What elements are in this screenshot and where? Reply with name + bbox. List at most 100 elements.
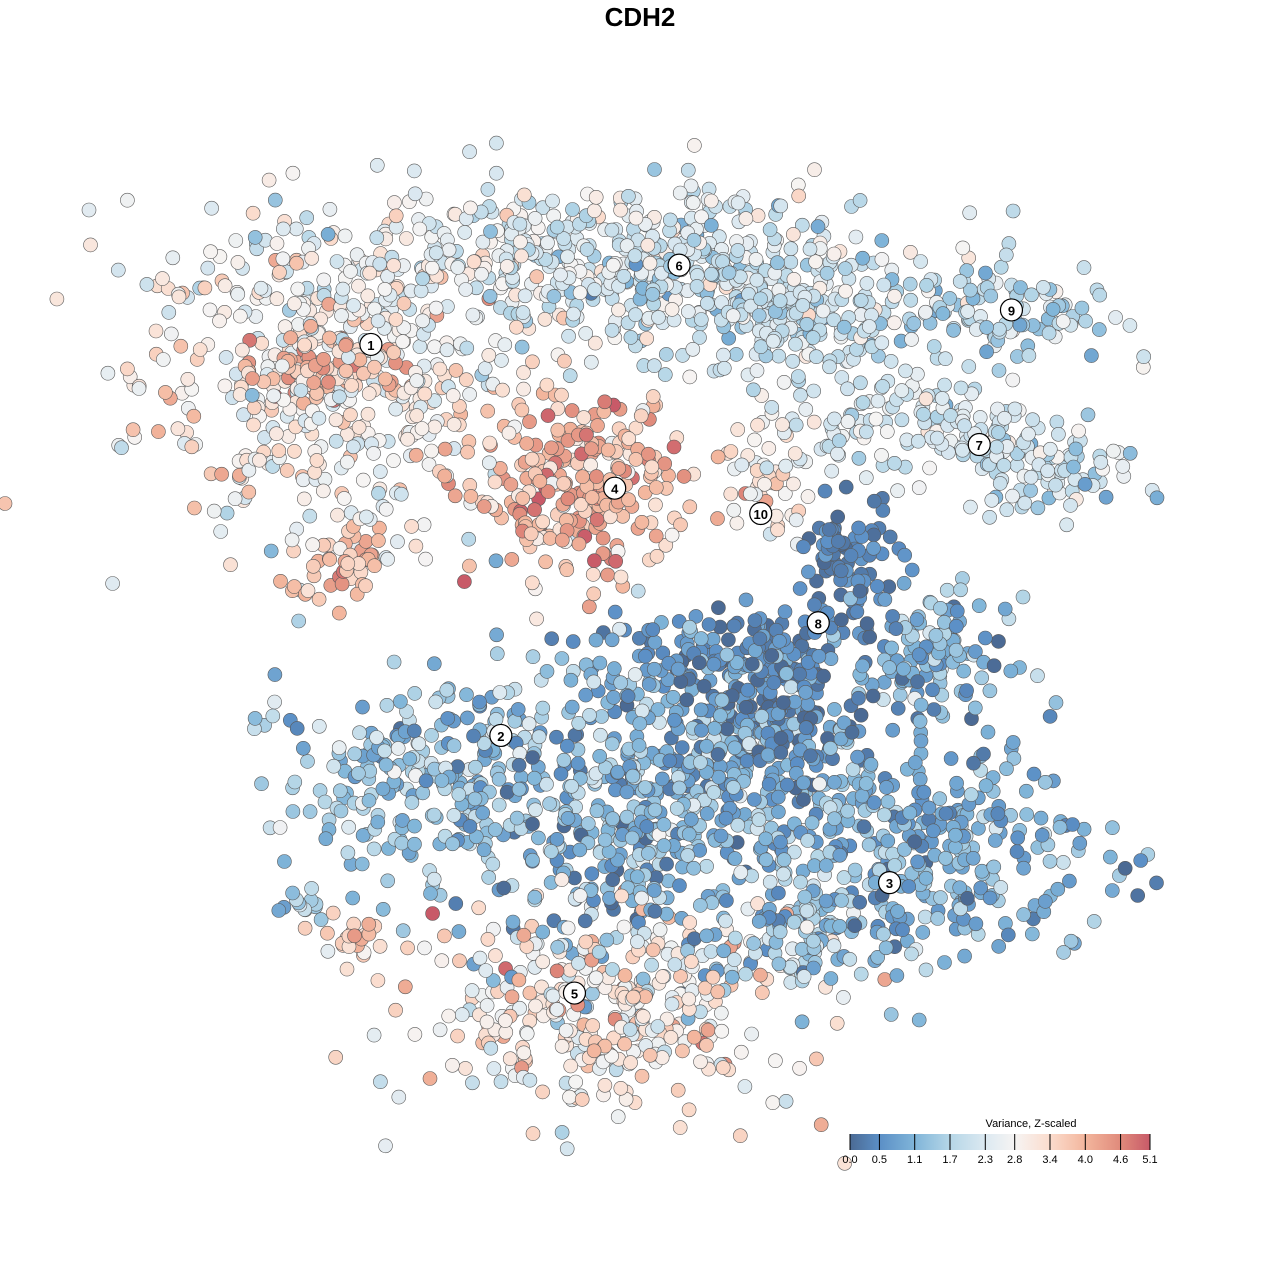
- data-point: [777, 486, 793, 501]
- data-point: [570, 756, 586, 771]
- data-point: [998, 247, 1014, 263]
- data-point: [851, 690, 866, 706]
- data-point: [723, 444, 739, 459]
- data-point: [793, 387, 808, 403]
- data-point: [407, 186, 423, 202]
- data-point: [309, 453, 325, 468]
- data-point: [432, 1022, 448, 1038]
- data-point: [481, 455, 497, 471]
- data-point: [362, 265, 378, 281]
- data-point: [796, 775, 811, 791]
- data-point: [560, 249, 575, 265]
- data-point: [1065, 817, 1080, 832]
- data-point: [876, 277, 892, 293]
- data-point: [535, 700, 551, 716]
- data-point: [554, 1125, 570, 1140]
- data-point: [922, 460, 937, 476]
- data-point: [685, 195, 701, 210]
- data-point: [332, 783, 348, 799]
- data-point: [407, 818, 422, 834]
- cluster-label-7: 7: [967, 432, 991, 457]
- data-point: [564, 403, 580, 418]
- data-point: [288, 221, 304, 237]
- data-point: [728, 347, 744, 362]
- data-point: [608, 553, 624, 569]
- data-point: [645, 389, 661, 404]
- data-point: [688, 609, 704, 624]
- data-point: [579, 427, 594, 443]
- data-point: [830, 509, 846, 525]
- data-point: [1105, 883, 1120, 898]
- data-point: [1056, 855, 1071, 870]
- data-point: [682, 915, 698, 930]
- data-point: [847, 918, 863, 934]
- data-point: [375, 781, 391, 797]
- data-point: [933, 600, 948, 616]
- data-point: [832, 847, 848, 863]
- data-point: [334, 308, 349, 323]
- data-point: [773, 198, 789, 214]
- data-point: [602, 890, 617, 906]
- data-point: [1030, 500, 1046, 516]
- data-point: [654, 1050, 670, 1065]
- data-point: [785, 353, 801, 369]
- data-point: [267, 694, 282, 710]
- data-point: [537, 311, 553, 327]
- data-point: [156, 352, 171, 367]
- data-point: [874, 252, 890, 267]
- data-point: [1012, 317, 1028, 333]
- data-point: [462, 558, 477, 574]
- data-point: [680, 304, 696, 319]
- data-point: [235, 342, 250, 358]
- data-point: [703, 266, 719, 282]
- data-point: [1016, 907, 1031, 922]
- data-point: [746, 936, 761, 951]
- data-point: [586, 1043, 602, 1059]
- data-point: [558, 1023, 574, 1038]
- data-point: [0, 496, 13, 511]
- data-point: [639, 331, 655, 346]
- data-point: [912, 713, 928, 729]
- data-point: [793, 874, 808, 890]
- data-point: [737, 1079, 753, 1094]
- data-point: [437, 468, 453, 484]
- data-point: [888, 621, 904, 637]
- data-point: [764, 648, 780, 663]
- data-point: [848, 229, 864, 245]
- data-point: [665, 689, 681, 705]
- data-point: [632, 716, 648, 731]
- data-point: [1019, 783, 1034, 799]
- cluster-label-text: 3: [886, 876, 893, 891]
- data-point: [949, 603, 965, 619]
- data-point: [671, 780, 687, 796]
- data-point: [1149, 490, 1165, 506]
- data-point: [588, 970, 604, 986]
- data-point: [799, 316, 815, 332]
- data-point: [990, 806, 1006, 822]
- data-point: [293, 383, 309, 398]
- data-point: [853, 707, 869, 723]
- data-point: [428, 694, 444, 710]
- data-point: [434, 773, 450, 788]
- data-point: [299, 210, 315, 225]
- data-point: [521, 716, 537, 732]
- data-point: [749, 363, 765, 378]
- data-point: [511, 972, 527, 988]
- data-point: [1122, 318, 1138, 333]
- data-point: [613, 675, 629, 691]
- data-point: [1063, 498, 1078, 513]
- data-point: [910, 433, 926, 449]
- data-point: [989, 439, 1005, 455]
- data-point: [1103, 849, 1118, 865]
- data-point: [186, 408, 202, 424]
- data-point: [517, 288, 533, 304]
- data-point: [635, 1009, 651, 1024]
- data-point: [535, 924, 551, 940]
- data-point: [451, 787, 467, 802]
- data-point: [600, 442, 616, 458]
- data-point: [485, 856, 501, 872]
- data-point: [628, 452, 644, 467]
- data-point: [566, 306, 581, 322]
- data-point: [373, 1074, 388, 1089]
- data-point: [466, 254, 482, 270]
